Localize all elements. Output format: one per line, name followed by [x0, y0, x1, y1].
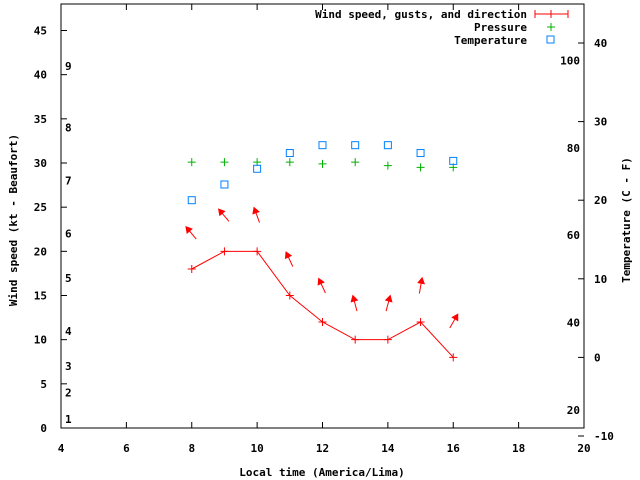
temperature-point [383, 141, 392, 150]
gust-arrow-head [185, 226, 193, 234]
y2-tick-label: -10 [594, 430, 614, 443]
y-tick-label: 10 [34, 334, 47, 347]
y-tick-label: 0 [40, 422, 47, 435]
temperature-point [416, 149, 425, 158]
wind-point [383, 335, 392, 344]
wind-point [220, 247, 229, 256]
wind-point [318, 318, 327, 326]
wind-point [253, 247, 262, 256]
pressure-point [383, 161, 392, 170]
temperature-point [285, 149, 294, 158]
fahrenheit-label: 60 [567, 229, 580, 242]
temperature-point [318, 141, 327, 150]
x-tick-label: 8 [188, 442, 195, 455]
beaufort-label: 5 [65, 272, 72, 285]
marks [185, 141, 459, 362]
beaufort-label: 8 [65, 122, 72, 135]
wind-point [187, 265, 196, 273]
legend-temperature: Temperature [454, 34, 527, 47]
y-tick-label: 20 [34, 245, 47, 258]
beaufort-label: 3 [65, 360, 72, 373]
x-tick-label: 18 [512, 442, 525, 455]
wind-point [449, 353, 458, 362]
legend: Wind speed, gusts, and direction Pressur… [315, 8, 569, 47]
beaufort-label: 7 [65, 175, 72, 188]
fahrenheit-label: 40 [567, 316, 580, 329]
x-tick-label: 20 [577, 442, 590, 455]
y-tick-label: 15 [34, 290, 47, 303]
temperature-point [187, 196, 196, 205]
gust-arrow-head [317, 277, 325, 286]
temperature-point [449, 156, 458, 165]
temperature-point [253, 164, 262, 173]
gust-arrow-head [252, 206, 260, 215]
y2-tick-label: 0 [594, 351, 601, 364]
gust-arrow-head [284, 251, 293, 260]
gust-arrow-head [384, 294, 393, 303]
y-tick-label: 35 [34, 113, 47, 126]
x-tick-label: 10 [251, 442, 264, 455]
temperature-point [351, 141, 360, 150]
y2-tick-label: 20 [594, 194, 607, 207]
beaufort-label: 6 [65, 228, 72, 241]
beaufort-label: 1 [65, 413, 72, 426]
gust-arrow-head [350, 294, 359, 303]
wind-point [351, 335, 360, 344]
legend-pressure: Pressure [474, 21, 527, 34]
x-tick-label: 4 [58, 442, 65, 455]
pressure-point [285, 158, 294, 167]
y-tick-label: 45 [34, 25, 47, 38]
gust-arrow-head [417, 276, 426, 285]
wind-point [416, 318, 425, 326]
x-tick-label: 12 [316, 442, 329, 455]
y-tick-label: 25 [34, 201, 47, 214]
temperature-point [220, 180, 229, 189]
x-tick-label: 6 [123, 442, 130, 455]
y-tick-label: 30 [34, 157, 47, 170]
plot-border [60, 3, 585, 429]
pressure-point [416, 163, 425, 172]
x-axis-label: Local time (America/Lima) [239, 466, 405, 479]
y-tick-label: 40 [34, 69, 47, 82]
y2-axis-label: Temperature (C - F) [620, 157, 633, 283]
y-axis-label: Wind speed (kt - Beaufort) [7, 134, 20, 306]
gust-arrow-head [218, 208, 226, 217]
y2-tick-label: 30 [594, 116, 607, 129]
y-tick-label: 5 [40, 378, 47, 391]
y2-tick-label: 40 [594, 37, 607, 50]
beaufort-label: 2 [65, 387, 72, 400]
x-tick-label: 14 [381, 442, 395, 455]
y2-tick-label: 10 [594, 273, 607, 286]
fahrenheit-label: 20 [567, 404, 580, 417]
beaufort-label: 9 [65, 60, 72, 73]
pressure-point [220, 158, 229, 167]
x-tick-label: 16 [447, 442, 461, 455]
legend-wind: Wind speed, gusts, and direction [315, 8, 527, 21]
wind-point [285, 291, 294, 300]
wind-line [191, 250, 454, 358]
beaufort-label: 4 [65, 325, 72, 338]
pressure-point [187, 158, 196, 167]
pressure-point [318, 159, 327, 168]
axes: 4 6 8 10 12 14 16 18 20051015202530354045-100102… [34, 3, 614, 455]
fahrenheit-label: 80 [567, 142, 580, 155]
gust-arrow-head [451, 313, 459, 322]
pressure-point [351, 158, 360, 167]
fahrenheit-label: 100 [560, 54, 580, 67]
